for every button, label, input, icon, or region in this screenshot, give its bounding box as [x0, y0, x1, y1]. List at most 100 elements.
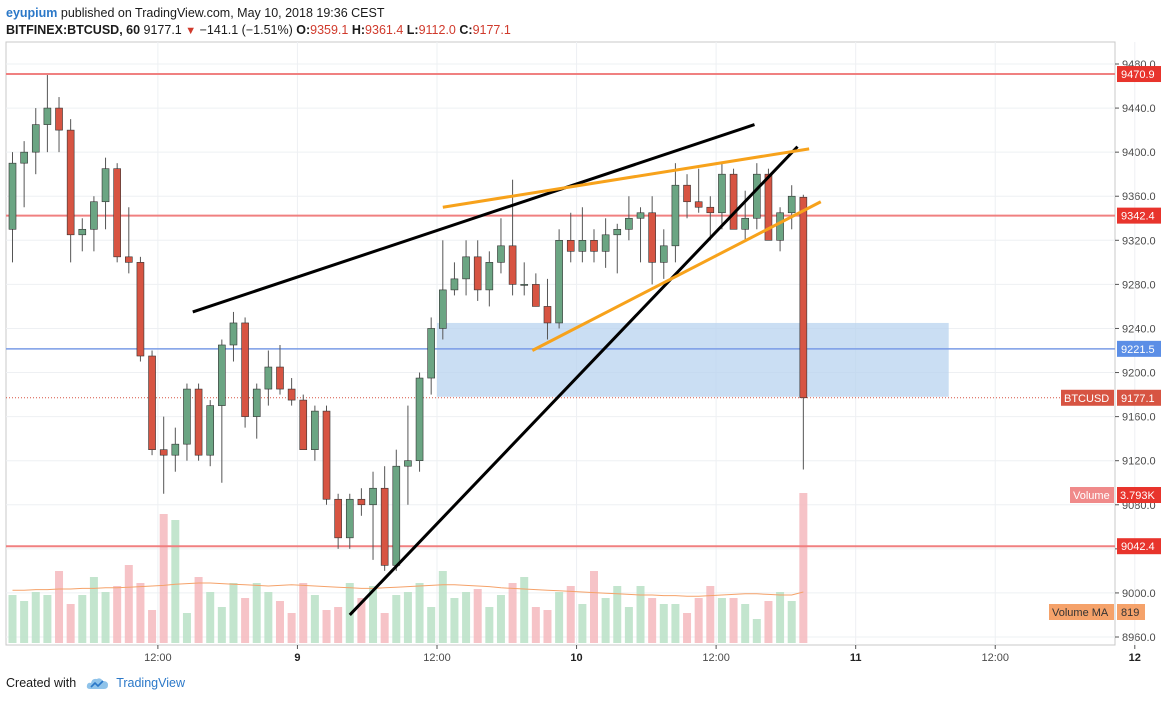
volume-bar [415, 583, 424, 643]
x-tick-label: 12:00 [981, 652, 1009, 664]
level-price-label-bg [1117, 207, 1161, 224]
close-value: 9177.1 [472, 23, 511, 37]
created-with-text: Created with [6, 676, 77, 690]
candle-body [555, 240, 563, 324]
volume-bar [799, 493, 808, 643]
candle-body [485, 262, 494, 291]
volume-bar [566, 586, 575, 643]
y-tick-label: 9160.0 [1122, 412, 1156, 424]
volume-bar [717, 598, 726, 643]
candle-body [694, 201, 703, 208]
candle-body [171, 443, 180, 456]
candle-body [183, 388, 191, 445]
symbol-legend: BITFINEX:BTCUSD, 60 9177.1 ▼ −141.1 (−1.… [6, 22, 511, 40]
y-tick-label: 9360.0 [1122, 191, 1156, 203]
symbol-tag-bg [1061, 389, 1114, 406]
candle-body [194, 388, 203, 456]
candle-body [31, 124, 40, 153]
volume-bar [543, 610, 552, 643]
candle-body [229, 322, 238, 346]
last-price: 9177.1 [143, 23, 182, 37]
volume-bar [78, 595, 87, 643]
candle-body [136, 262, 145, 357]
price-change: −141.1 (−1.51%) [199, 23, 293, 37]
volume-bar [462, 592, 471, 643]
volume-bar [729, 598, 738, 643]
author-name[interactable]: eyupium [6, 6, 58, 20]
candle-body [101, 168, 110, 203]
trendline-orange [442, 147, 810, 209]
candle-body [345, 498, 354, 539]
high-value: 9361.4 [365, 23, 404, 37]
candle-body [55, 107, 63, 131]
candle-body [357, 498, 366, 506]
volume-bar [334, 607, 343, 643]
volume-bar [555, 592, 564, 643]
candle-body [532, 284, 540, 307]
x-tick-label: 10 [570, 652, 582, 664]
candle-body [322, 410, 331, 500]
volume-bar [578, 604, 587, 643]
volume-bar [31, 592, 40, 643]
volume-bar [613, 586, 622, 643]
volume-bar [229, 583, 238, 643]
volume-bar [55, 571, 64, 643]
candle-body [392, 465, 401, 566]
candle-body [148, 355, 156, 450]
candle-body [78, 228, 87, 236]
high-label: H: [351, 23, 366, 37]
y-tick-label: 8960.0 [1122, 632, 1156, 644]
symbol-tag: BTCUSD [1064, 393, 1109, 405]
candle-body [648, 212, 656, 263]
volume-bar [764, 601, 773, 643]
volume-bar [113, 586, 122, 643]
candle-body [287, 388, 296, 401]
volume-value-bg [1117, 487, 1161, 503]
volume-bar [89, 577, 98, 643]
volume-bar [776, 592, 785, 643]
blue-line-price-label: 9221.5 [1121, 344, 1155, 356]
candle-body [776, 212, 784, 241]
volume-bar [124, 565, 133, 643]
trendline-black [192, 123, 755, 314]
candle-body [264, 366, 273, 390]
candle-body [380, 487, 389, 566]
volume-ma-line [12, 582, 804, 597]
volume-bar [601, 598, 610, 643]
y-tick-label: 9240.0 [1122, 323, 1156, 335]
candle-body [659, 245, 668, 263]
candle-body [578, 240, 587, 252]
candle-body [497, 245, 505, 263]
tradingview-link[interactable]: TradingView [116, 676, 185, 690]
volume-bar [20, 601, 29, 643]
volume-bar [683, 613, 692, 643]
level-price-label-bg [1117, 538, 1161, 555]
candle-body [415, 377, 424, 461]
volume-bar [392, 595, 401, 643]
candle-body [671, 184, 680, 247]
x-tick-label: 12:00 [702, 652, 730, 664]
tradingview-logo-icon [86, 678, 109, 689]
y-tick-label: 9440.0 [1122, 103, 1156, 115]
candle-body [369, 487, 377, 506]
volume-bar [438, 571, 447, 643]
candle-body [276, 366, 284, 390]
volume-bar [403, 592, 412, 643]
level-price-label: 9342.4 [1121, 211, 1155, 223]
volume-bar [624, 607, 633, 643]
candle-body [625, 217, 633, 230]
trendline-black [348, 145, 799, 616]
level-price-label-bg [1117, 66, 1161, 83]
volume-bar [473, 589, 482, 643]
y-tick-label: 9120.0 [1122, 456, 1156, 468]
candle-body [404, 460, 412, 467]
candle-body [683, 184, 691, 203]
volume-bar [496, 595, 505, 643]
candle-body [241, 322, 249, 417]
down-arrow-icon: ▼ [185, 25, 197, 37]
candle-body [543, 306, 552, 324]
price-chart[interactable]: 8960.09000.09040.09080.09120.09160.09200… [0, 0, 1173, 665]
close-label: C: [459, 23, 473, 37]
volume-bar [520, 577, 529, 643]
candle-body [508, 245, 517, 285]
